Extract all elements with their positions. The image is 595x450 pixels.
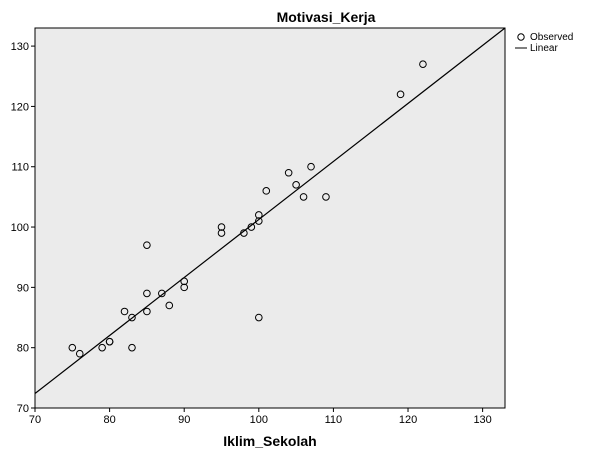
legend: Observed Linear [515, 32, 573, 54]
chart-title: Motivasi_Kerja [277, 9, 376, 25]
y-tick-label: 100 [11, 222, 29, 234]
fit-line-layer [34, 27, 506, 394]
observed-point [143, 289, 151, 298]
x-tick-label: 70 [29, 414, 41, 426]
observed-point [180, 277, 189, 286]
observed-point [255, 217, 263, 225]
x-tick-label: 130 [473, 414, 491, 426]
plot-area [34, 27, 506, 409]
y-tick-label: 70 [17, 403, 29, 415]
observed-point [180, 283, 189, 292]
x-axis: 70 80 90 100 110 120 130 [29, 408, 492, 426]
y-tick-label: 120 [11, 101, 29, 113]
observed-point [143, 241, 151, 249]
observed-point [419, 60, 427, 68]
legend-observed-label: Observed [530, 32, 573, 43]
linear-fit-line [34, 27, 506, 394]
observed-point [120, 307, 129, 316]
observed-point [255, 313, 263, 322]
observed-point [292, 181, 300, 189]
observed-point [217, 229, 226, 237]
observed-point [322, 193, 330, 201]
x-tick-label: 80 [103, 414, 115, 426]
observed-point [68, 343, 77, 352]
legend-linear-label: Linear [530, 43, 558, 54]
observed-point [128, 343, 136, 352]
observed-point [105, 337, 114, 346]
observed-point [98, 343, 106, 352]
x-tick-label: 120 [399, 414, 417, 426]
observed-points [68, 60, 427, 358]
y-tick-label: 80 [17, 343, 29, 355]
observed-point [158, 289, 166, 298]
observed-point [143, 307, 151, 316]
observed-point [262, 187, 271, 195]
y-tick-label: 90 [17, 282, 29, 294]
observed-point [307, 162, 315, 171]
legend-observed-marker [517, 33, 525, 41]
x-tick-label: 100 [250, 414, 268, 426]
observed-point [165, 301, 174, 310]
observed-point [284, 168, 293, 177]
observed-point [396, 90, 405, 99]
y-tick-label: 110 [11, 162, 29, 174]
observed-point [299, 193, 308, 201]
observed-point [217, 223, 226, 231]
observed-point [247, 223, 256, 231]
observed-point [240, 229, 248, 237]
y-tick-label: 130 [11, 41, 29, 53]
observed-point [75, 349, 84, 358]
x-tick-label: 110 [325, 414, 343, 426]
x-axis-title: Iklim_Sekolah [223, 433, 316, 449]
y-axis: 70 80 90 100 110 120 130 [11, 41, 35, 415]
observed-point [128, 313, 136, 322]
x-tick-label: 90 [178, 414, 190, 426]
observed-point [255, 211, 263, 219]
